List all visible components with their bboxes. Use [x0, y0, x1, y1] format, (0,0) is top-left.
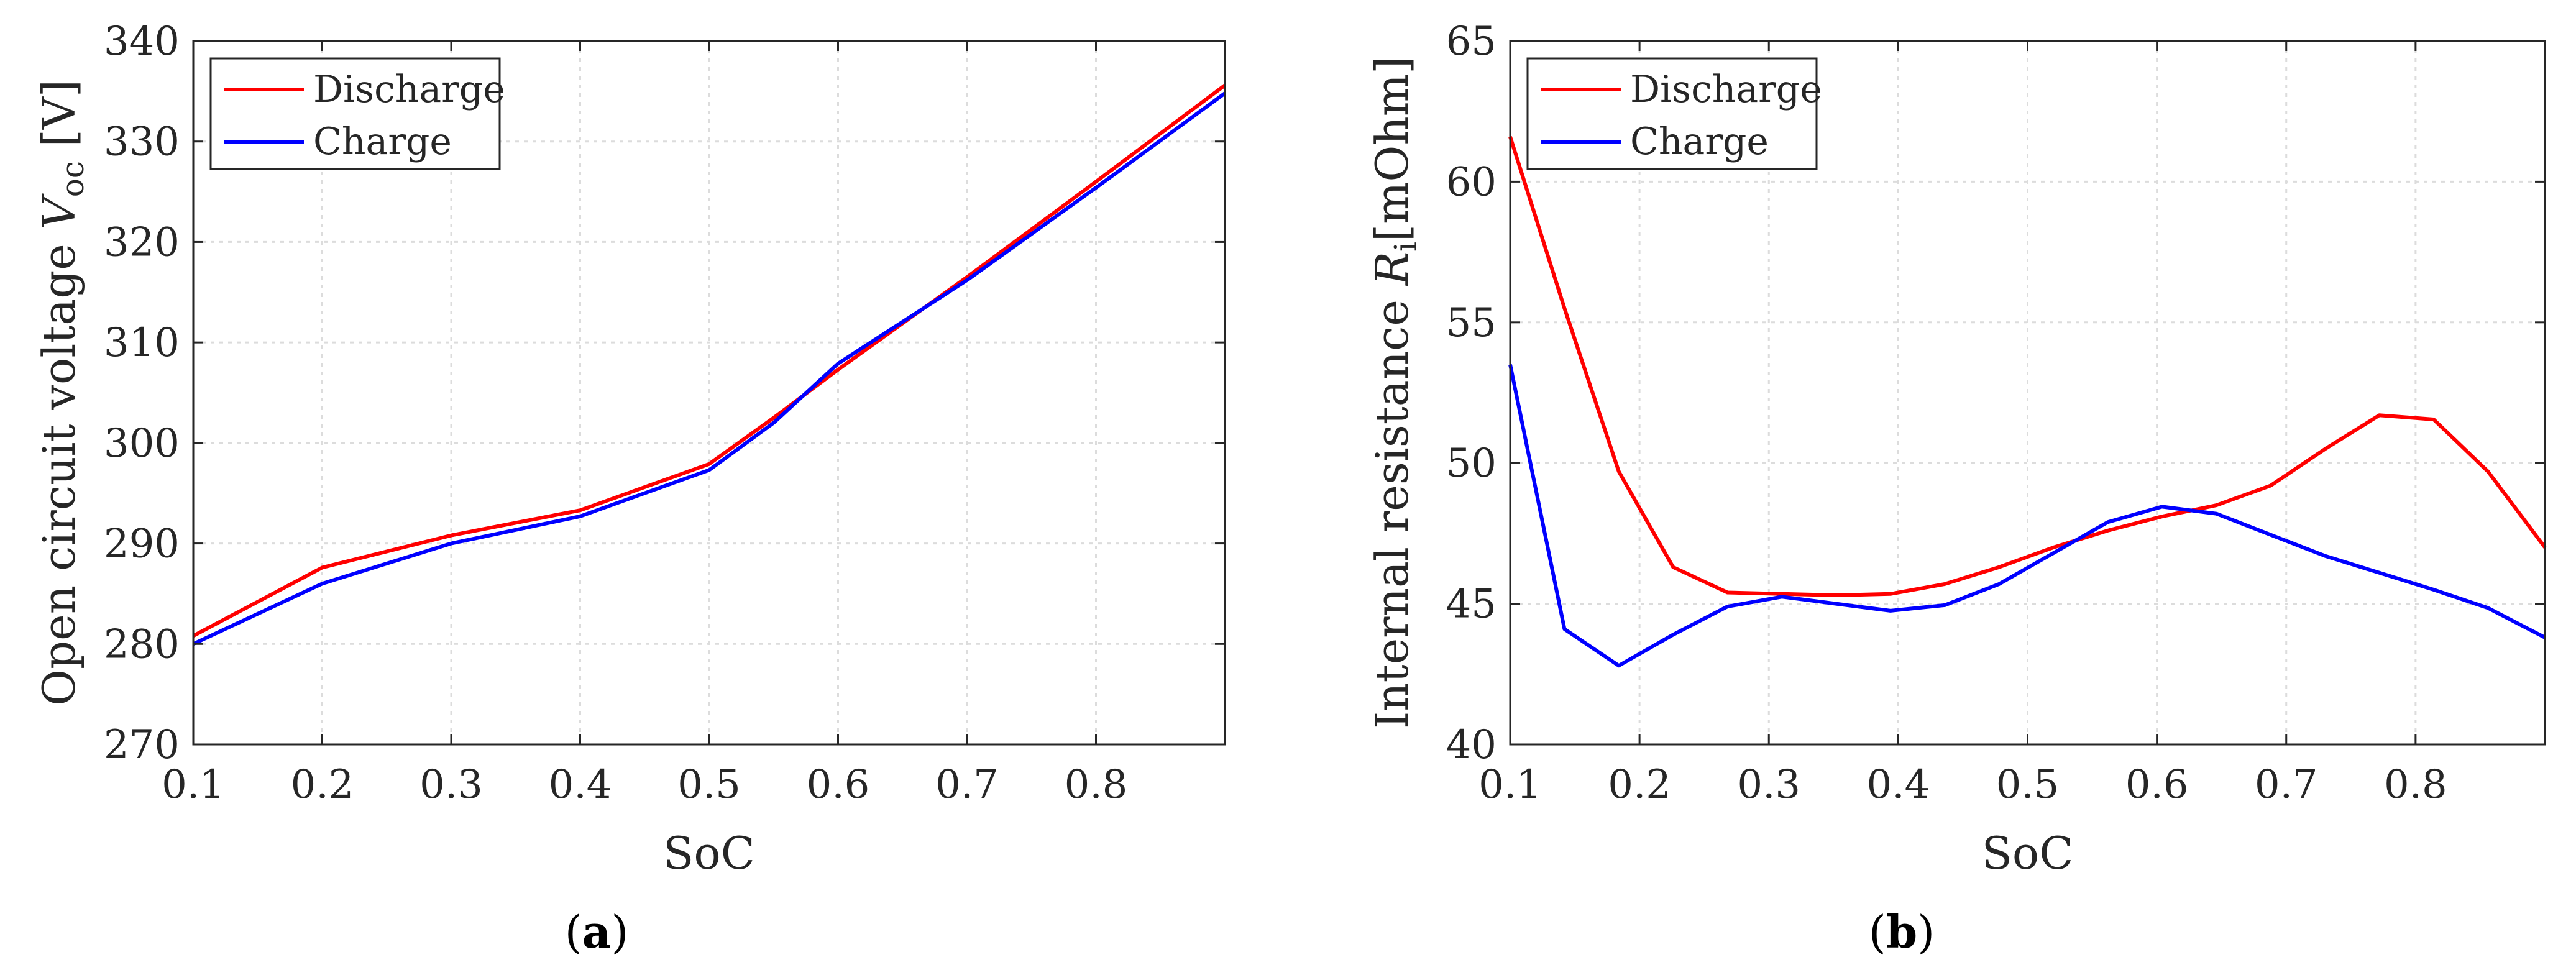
- y-tick-label: 300: [104, 421, 180, 467]
- y-tick-label: 330: [104, 119, 180, 165]
- x-tick-label: 0.8: [2384, 762, 2447, 808]
- x-axis-label: SoC: [1982, 827, 2074, 879]
- x-tick-label: 0.6: [807, 762, 870, 808]
- x-tick-label: 0.3: [419, 762, 483, 808]
- legend-box: [209, 57, 501, 170]
- x-tick-label: 0.4: [549, 762, 612, 808]
- legend-box: [1526, 57, 1818, 170]
- x-tick-label: 0.2: [291, 762, 354, 808]
- y-axis-label: Open circuit voltage Voc [V]: [33, 80, 91, 706]
- y-tick-label: 270: [104, 722, 180, 768]
- y-tick-label: 45: [1446, 582, 1497, 628]
- x-tick-label: 0.4: [1866, 762, 1930, 808]
- chart-panel-a: 0.1 0.2 0.3 0.4 0.5 0.6 0.7 0.8 270 280 290 300 310 3…: [33, 19, 1226, 958]
- x-tick-label: 0.6: [2125, 762, 2189, 808]
- y-tick-label: 310: [104, 320, 180, 366]
- panel-label: (a): [565, 905, 629, 958]
- panel-label: (b): [1869, 905, 1935, 958]
- y-tick-label: 340: [104, 19, 180, 65]
- y-tick-label: 50: [1446, 441, 1497, 487]
- legend-entry-discharge: Discharge: [313, 68, 505, 111]
- y-axis-label: Internal resistance Ri[mOhm]: [1366, 57, 1424, 729]
- x-tick-label: 0.7: [935, 762, 999, 808]
- x-tick-label: 0.8: [1065, 762, 1128, 808]
- series-line-discharge: [192, 83, 1226, 638]
- y-tick-label: 65: [1446, 19, 1497, 65]
- x-tick-label: 0.2: [1608, 762, 1671, 808]
- legend-entry-discharge: Discharge: [1630, 68, 1822, 111]
- x-tick-label: 0.7: [2255, 762, 2318, 808]
- y-tick-label: 320: [104, 219, 180, 265]
- x-tick-label: 0.5: [1996, 762, 2060, 808]
- x-tick-label: 0.3: [1737, 762, 1800, 808]
- series-line-charge: [192, 91, 1226, 646]
- x-tick-label: 0.1: [162, 762, 225, 808]
- y-tick-label: 40: [1446, 722, 1497, 768]
- legend: Discharge Charge: [1526, 57, 1822, 170]
- series-line-discharge: [1508, 136, 2547, 597]
- x-tick-label: 0.5: [677, 762, 741, 808]
- y-tick-label: 60: [1446, 159, 1497, 205]
- x-tick-label: 0.1: [1478, 762, 1542, 808]
- legend: Discharge Charge: [209, 57, 505, 170]
- legend-entry-charge: Charge: [1630, 120, 1769, 163]
- y-tick-label: 290: [104, 521, 180, 567]
- series-line-charge: [1508, 364, 2546, 668]
- y-tick-label: 55: [1446, 300, 1497, 346]
- x-axis-label: SoC: [663, 827, 755, 879]
- y-tick-label: 280: [104, 621, 180, 667]
- legend-entry-charge: Charge: [313, 120, 452, 163]
- chart-panel-b: 0.1 0.2 0.3 0.4 0.5 0.6 0.7 0.8 40 45 50 55 60 65 SoC I…: [1366, 19, 2547, 958]
